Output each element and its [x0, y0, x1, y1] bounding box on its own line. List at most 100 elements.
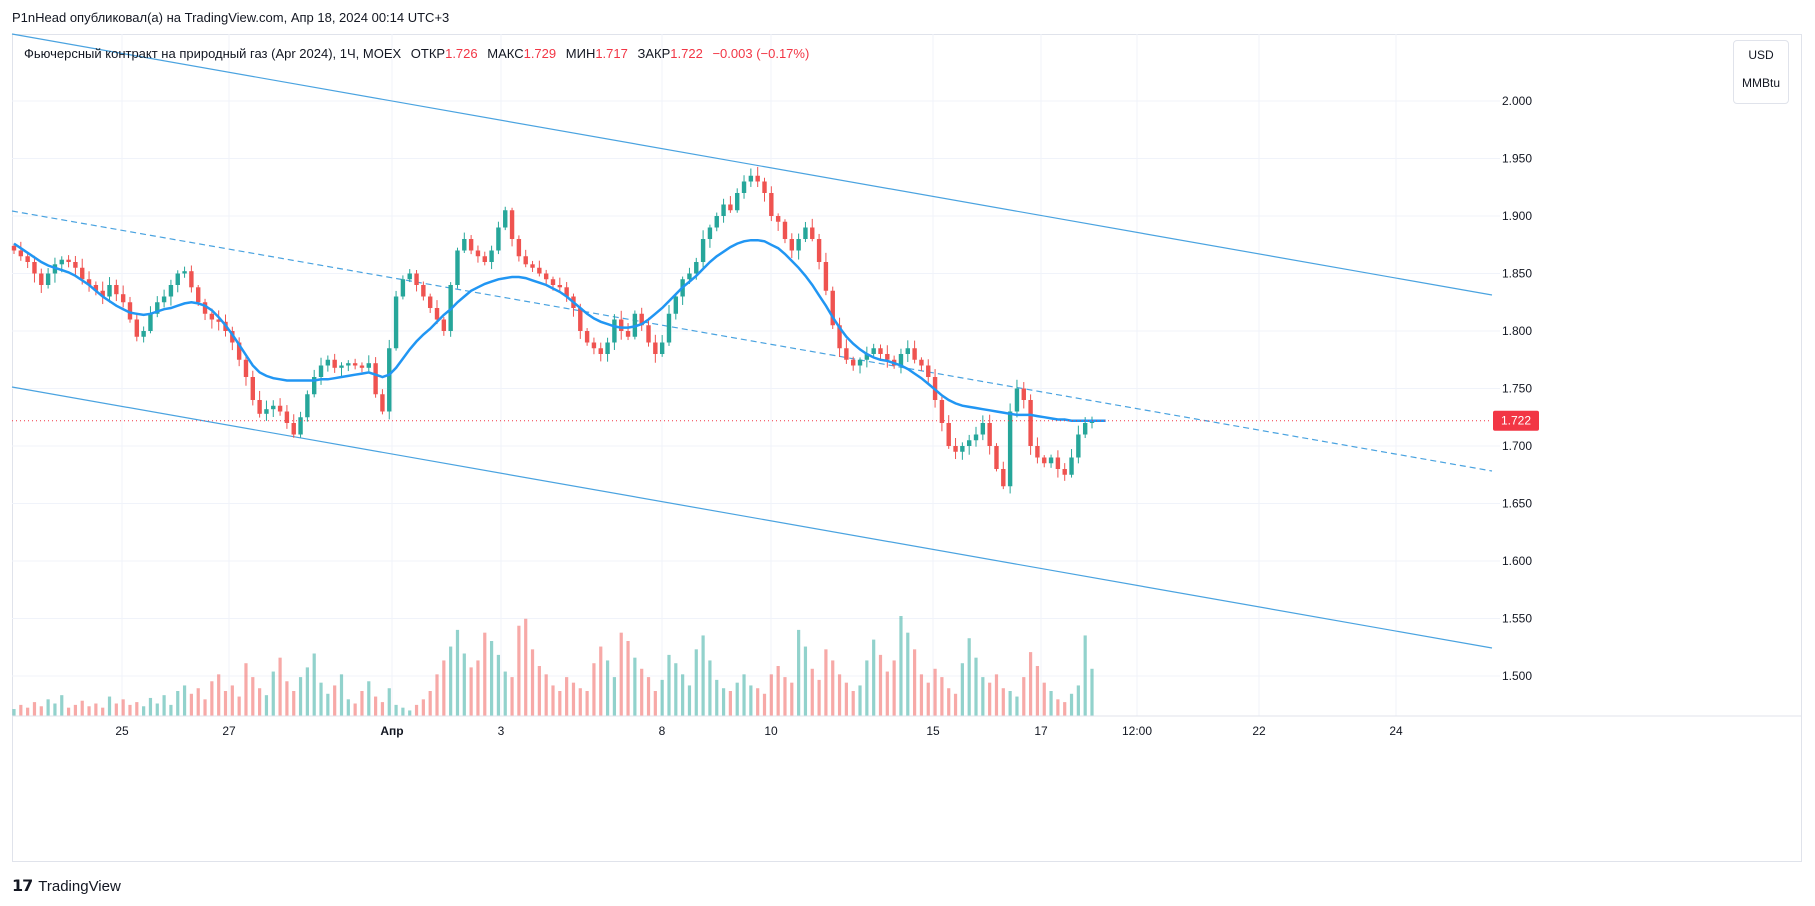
time-tick-label: 25	[115, 724, 129, 738]
candle-body	[400, 279, 406, 297]
volume-bar	[12, 709, 16, 716]
volume-bar	[148, 697, 153, 716]
candle-body	[66, 259, 71, 262]
candle-body	[673, 296, 679, 314]
symbol-legend: Фьючерсный контракт на природный газ (Ap…	[24, 46, 809, 61]
time-tick-label: 15	[926, 724, 940, 738]
open-label: ОТКР	[410, 46, 446, 61]
volume-bar	[496, 654, 501, 716]
candle-body	[871, 348, 876, 354]
last-price-tag	[1493, 410, 1539, 431]
candle-body	[1035, 446, 1040, 458]
volume-bar	[824, 649, 828, 716]
candle-body	[93, 285, 99, 291]
volume-bar	[837, 674, 842, 716]
currency-unit-selector[interactable]: USD MMBtu	[1733, 40, 1789, 104]
volume-bar	[960, 663, 964, 716]
candle-body	[584, 331, 590, 343]
volume-bar	[517, 625, 521, 716]
volume-bar	[128, 704, 132, 716]
price-tick-label: 1.650	[1502, 497, 1532, 511]
volume-bar	[278, 657, 282, 716]
candle-body	[134, 319, 140, 337]
volume-bar	[135, 702, 139, 716]
candle-body	[1021, 388, 1026, 400]
candle-body	[468, 239, 474, 251]
candle-body	[578, 308, 583, 331]
candle-body	[393, 296, 399, 349]
volume-bar	[346, 699, 350, 716]
candle-body	[905, 348, 910, 354]
candle-body	[659, 342, 665, 354]
price-tick-label: 1.500	[1502, 669, 1532, 683]
candle-body	[864, 354, 870, 360]
candle-body	[168, 285, 174, 297]
volume-bar	[46, 699, 50, 716]
time-tick-label: 17	[1034, 724, 1048, 738]
volume-bar	[401, 707, 405, 716]
volume-bar	[326, 693, 330, 716]
volume-bar	[919, 674, 924, 716]
volume-bar	[906, 632, 910, 716]
candle-body	[844, 348, 849, 360]
candle-body	[735, 193, 740, 211]
volume-bar	[653, 691, 657, 716]
volume-bar	[66, 707, 71, 716]
volume-bar	[892, 660, 896, 716]
candle-body	[953, 446, 958, 452]
price-tick-label: 1.800	[1502, 324, 1532, 338]
candle-body	[994, 446, 999, 469]
candle-body	[762, 181, 767, 193]
volume-bar	[926, 682, 930, 716]
volume-bar	[312, 653, 316, 716]
volume-bar	[196, 688, 200, 716]
candle-body	[332, 359, 337, 368]
volume-bar	[571, 682, 576, 716]
volume-bar	[1069, 693, 1074, 716]
volume-bar	[769, 674, 773, 716]
candle-body	[39, 273, 44, 285]
brand-label: TradingView	[38, 877, 121, 895]
volume-bar	[1083, 635, 1087, 716]
volume-bar	[26, 707, 30, 716]
candle-body	[687, 273, 692, 280]
volume-bar	[107, 696, 112, 716]
volume-bar	[530, 649, 535, 716]
volume-bar	[435, 674, 439, 716]
volume-bar	[708, 660, 712, 716]
volume-bar	[605, 660, 610, 716]
candle-body	[346, 363, 351, 366]
time-tick-label: 27	[222, 724, 236, 738]
tradingview-brand[interactable]: 𝟭𝟳 TradingView	[12, 876, 121, 896]
candle-body	[523, 256, 528, 265]
volume-bar	[715, 679, 719, 716]
candle-body	[1001, 469, 1006, 487]
volume-bar	[865, 660, 869, 716]
publish-caption: P1nHead опубликовал(а) на TradingView.co…	[12, 10, 450, 25]
candle-body	[339, 365, 344, 368]
candle-body	[646, 325, 651, 343]
candle-body	[830, 290, 835, 326]
candle-body	[45, 273, 51, 285]
candle-body	[728, 204, 733, 211]
candle-body	[707, 227, 713, 239]
tradingview-logo-icon: 𝟭𝟳	[12, 878, 33, 895]
candle-body	[209, 313, 215, 320]
candle-body	[1042, 457, 1047, 464]
candle-body	[141, 331, 146, 337]
ma-line	[13, 238, 1106, 422]
volume-bar	[810, 668, 814, 716]
volume-bar	[953, 693, 958, 716]
candle-body	[59, 259, 64, 265]
price-tick-label: 1.850	[1502, 267, 1532, 281]
volume-bar	[476, 660, 480, 716]
candle-body	[564, 287, 569, 297]
candle-body	[973, 434, 979, 441]
candle-body	[482, 256, 487, 262]
chart-frame	[12, 34, 1802, 862]
candle-body	[537, 267, 542, 274]
candle-body	[789, 239, 794, 251]
volume-bar	[210, 681, 214, 716]
price-tick-label: 1.900	[1502, 209, 1532, 223]
